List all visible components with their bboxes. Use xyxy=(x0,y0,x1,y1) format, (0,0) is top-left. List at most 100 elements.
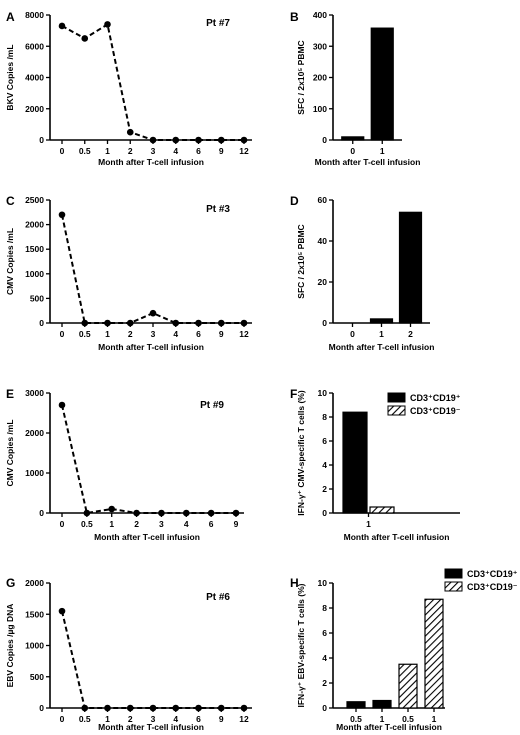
y-tick-label: 60 xyxy=(318,195,328,205)
y-tick-label: 8 xyxy=(322,603,327,613)
y-tick-label: 4 xyxy=(322,460,327,470)
x-tick-label: 1 xyxy=(105,714,110,724)
legend-swatch xyxy=(387,392,406,403)
y-axis-label: IFN-γ⁺ CMV-specific T cells (%) xyxy=(296,390,306,516)
x-tick-label: 9 xyxy=(219,146,224,156)
series-line xyxy=(61,610,244,709)
x-tick-label: 4 xyxy=(184,519,189,529)
y-tick-label: 2000 xyxy=(25,428,44,438)
y-tick-label: 40 xyxy=(318,236,328,246)
y-tick-label: 2 xyxy=(322,678,327,688)
x-tick-label: 0.5 xyxy=(79,146,91,156)
y-axis-label: BKV Copies /mL xyxy=(5,44,15,110)
x-tick-label: 3 xyxy=(151,714,156,724)
x-tick-label: 1 xyxy=(380,146,385,156)
y-tick-label: 0 xyxy=(39,135,44,145)
x-tick-label: 0.5 xyxy=(79,329,91,339)
x-tick-label: 0 xyxy=(60,146,65,156)
x-tick-label: 3 xyxy=(159,519,164,529)
patient-annotation: Pt #6 xyxy=(206,592,230,603)
panel-g: G 0 500 1000 1500 2000 EBV Copies /µg DNA Month… xyxy=(5,576,252,732)
patient-annotation: Pt #9 xyxy=(200,400,224,411)
legend-label: CD3⁺CD19⁺ xyxy=(467,569,518,579)
x-tick-label: 6 xyxy=(209,519,214,529)
y-tick-label: 10 xyxy=(318,388,328,398)
x-tick-label: 2 xyxy=(128,329,133,339)
y-axis-label: CMV Copies /mL xyxy=(5,419,15,486)
y-tick-label: 1000 xyxy=(25,269,44,279)
legend-label: CD3⁺CD19⁻ xyxy=(410,406,461,416)
x-tick-label: 9 xyxy=(219,329,224,339)
y-axis-label: IFN-γ⁺ EBV-specific T cells (%) xyxy=(296,583,306,707)
bar xyxy=(424,598,444,709)
legend: CD3⁺CD19⁺ CD3⁺CD19⁻ xyxy=(444,568,518,592)
x-tick-label: 1 xyxy=(109,519,114,529)
x-axis-label: Month after T-cell infusion xyxy=(98,722,204,732)
data-point xyxy=(149,309,157,317)
y-tick-label: 0 xyxy=(322,135,327,145)
bar xyxy=(369,318,394,324)
x-tick-label: 0 xyxy=(60,714,65,724)
bar xyxy=(398,211,423,324)
x-axis-label: Month after T-cell infusion xyxy=(315,157,421,167)
panel-letter: A xyxy=(6,10,15,24)
legend-swatch xyxy=(387,405,406,416)
series-line xyxy=(61,22,244,141)
y-tick-label: 400 xyxy=(313,10,327,20)
y-tick-label: 500 xyxy=(30,672,44,682)
panel-f: F 0 2 4 6 8 10 IFN-γ⁺ CMV-specific T cells (%) M… xyxy=(290,387,461,542)
x-tick-label: 12 xyxy=(239,714,249,724)
legend-label: CD3⁺CD19⁺ xyxy=(410,393,461,403)
y-tick-label: 500 xyxy=(30,293,44,303)
x-tick-label: 0 xyxy=(60,519,65,529)
data-point xyxy=(108,505,116,513)
legend-swatch xyxy=(444,568,463,579)
x-axis-label: Month after T-cell infusion xyxy=(98,342,204,352)
y-tick-label: 0 xyxy=(322,508,327,518)
patient-annotation: Pt #3 xyxy=(206,204,230,215)
y-tick-label: 2 xyxy=(322,484,327,494)
bar xyxy=(372,699,392,709)
y-tick-label: 2000 xyxy=(25,220,44,230)
panel-b: B 0 100 200 300 400 SFC / 2x10⁵ PBMC Month afte… xyxy=(290,10,420,167)
x-tick-label: 3 xyxy=(151,329,156,339)
panel-e: E 0 1000 2000 3000 CMV Copies /mL Month after … xyxy=(5,387,244,542)
x-tick-label: 0.5 xyxy=(350,714,362,724)
y-tick-label: 2500 xyxy=(25,195,44,205)
bar xyxy=(341,136,365,141)
x-tick-label: 1 xyxy=(380,714,385,724)
series-line xyxy=(61,404,236,515)
bar xyxy=(370,27,394,141)
data-point xyxy=(126,128,134,136)
y-tick-label: 2000 xyxy=(25,104,44,114)
x-axis-label: Month after T-cell infusion xyxy=(329,342,435,352)
y-tick-label: 200 xyxy=(313,73,327,83)
y-tick-label: 3000 xyxy=(25,388,44,398)
x-tick-label: 2 xyxy=(128,146,133,156)
data-point xyxy=(58,607,66,615)
y-tick-label: 6 xyxy=(322,436,327,446)
x-tick-label: 1 xyxy=(379,329,384,339)
x-tick-label: 6 xyxy=(196,714,201,724)
x-tick-label: 1 xyxy=(432,714,437,724)
x-tick-label: 2 xyxy=(128,714,133,724)
y-tick-label: 1500 xyxy=(25,244,44,254)
y-tick-label: 20 xyxy=(318,277,328,287)
x-tick-label: 0 xyxy=(60,329,65,339)
y-axis-label: SFC / 2x10⁵ PBMC xyxy=(296,40,306,114)
x-tick-label: 1 xyxy=(105,329,110,339)
y-tick-label: 100 xyxy=(313,104,327,114)
x-tick-label: 2 xyxy=(134,519,139,529)
x-axis-label: Month after T-cell infusion xyxy=(344,532,450,542)
y-axis-label: EBV Copies /µg DNA xyxy=(5,604,15,688)
panel-letter: G xyxy=(6,576,15,590)
y-tick-label: 1000 xyxy=(25,468,44,478)
y-tick-label: 0 xyxy=(322,703,327,713)
x-tick-label: 1 xyxy=(366,519,371,529)
x-tick-label: 6 xyxy=(196,146,201,156)
y-tick-label: 0 xyxy=(39,508,44,518)
x-axis-label: Month after T-cell infusion xyxy=(98,157,204,167)
data-point xyxy=(58,401,66,409)
